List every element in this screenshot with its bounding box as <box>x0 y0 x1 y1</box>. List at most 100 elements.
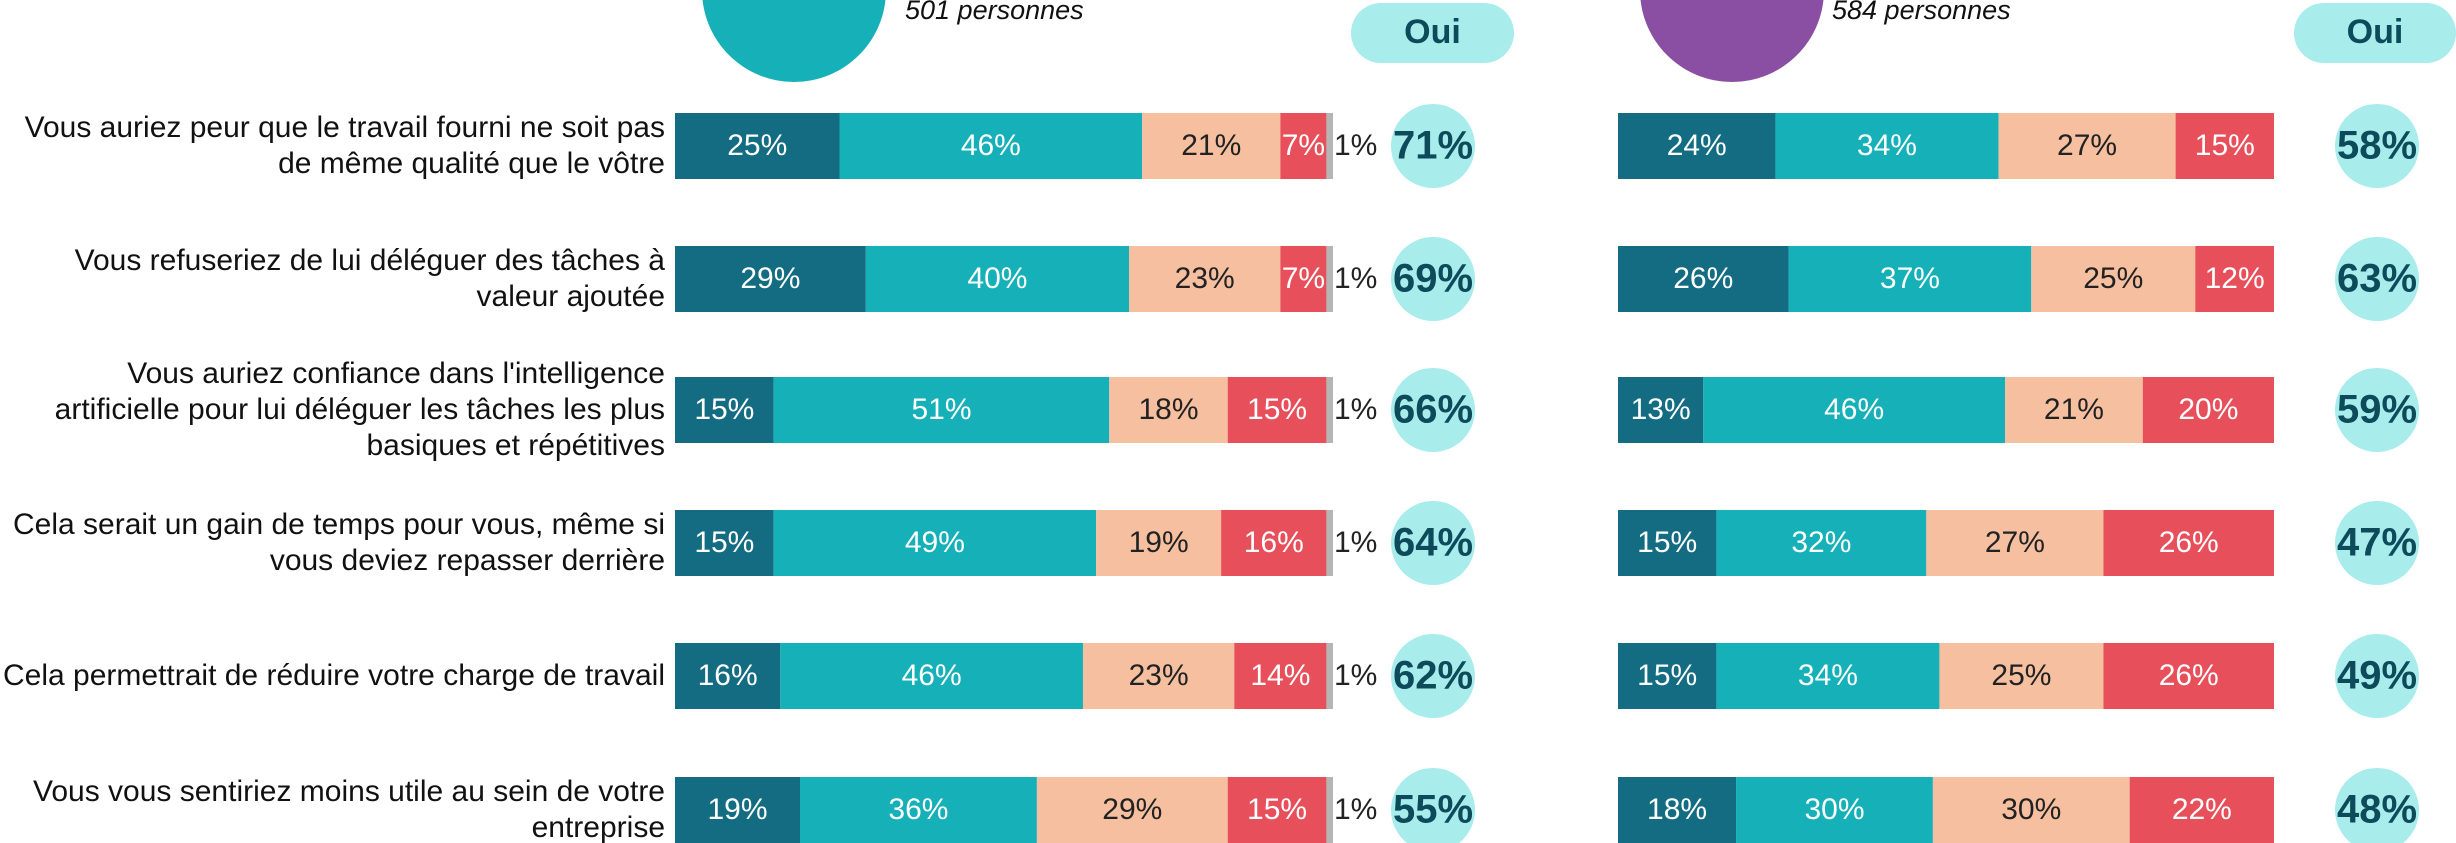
bar-segment <box>675 510 774 576</box>
bar-segment <box>1326 377 1333 443</box>
bar-segment <box>1082 643 1235 709</box>
bar-segment <box>1096 510 1222 576</box>
oui-header <box>1351 3 1514 63</box>
category-label: Vous auriez confiance dans l'intelligenc… <box>54 357 665 462</box>
bar-value-label: 32% <box>1791 526 1851 559</box>
bar-value-label: 7% <box>1282 129 1325 162</box>
bar-segment <box>1716 510 1927 576</box>
bar-value-label: 13% <box>1631 393 1691 426</box>
bar-value-label: 1% <box>1334 393 1377 426</box>
bar-value-label: 22% <box>2172 793 2232 826</box>
bar-segment <box>1221 510 1327 576</box>
bar-segment <box>1036 777 1228 843</box>
bar-segment <box>1788 246 2032 312</box>
bar-segment <box>1932 777 2130 843</box>
bar-segment <box>1703 377 2006 443</box>
bar-value-label: 15% <box>1637 659 1697 692</box>
bar-segment <box>1234 643 1327 709</box>
bar-segment <box>2175 113 2274 179</box>
bar-value-label: 15% <box>1637 526 1697 559</box>
bar-value-label: 34% <box>1857 129 1917 162</box>
bar-value-label: 46% <box>902 659 962 692</box>
oui-header-label: Oui <box>2347 13 2404 51</box>
bar-value-label: 40% <box>967 262 1027 295</box>
bar-value-label: 18% <box>1138 393 1198 426</box>
bar-value-label: 15% <box>2195 129 2255 162</box>
bar-value-label: 26% <box>2159 526 2219 559</box>
oui-value: 71% <box>1393 124 1473 168</box>
bar-value-label: 15% <box>694 393 754 426</box>
oui-header <box>2294 3 2456 63</box>
oui-value: 55% <box>1393 788 1473 832</box>
bar-segment <box>1716 643 1940 709</box>
bar-segment <box>1326 510 1333 576</box>
bar-value-label: 15% <box>1247 393 1307 426</box>
bar-segment <box>2142 377 2274 443</box>
bar-value-label: 1% <box>1334 793 1377 826</box>
oui-header-label: Oui <box>1404 13 1461 51</box>
bar-segment <box>1926 510 2104 576</box>
bar-value-label: 23% <box>1175 262 1235 295</box>
group-icon <box>702 0 886 82</box>
oui-value: 66% <box>1393 388 1473 432</box>
bar-segment <box>675 643 781 709</box>
bar-segment <box>675 377 774 443</box>
bar-value-label: 19% <box>1129 526 1189 559</box>
oui-value: 49% <box>2337 654 2417 698</box>
bar-value-label: 27% <box>2057 129 2117 162</box>
category-label: Cela permettrait de réduire votre charge… <box>3 659 665 692</box>
bar-segment <box>780 643 1083 709</box>
bar-segment <box>2195 246 2274 312</box>
bar-value-label: 7% <box>1282 262 1325 295</box>
bar-segment <box>1939 643 2104 709</box>
bar-value-label: 19% <box>707 793 767 826</box>
category-label: Vous auriez peur que le travail fourni n… <box>24 111 665 180</box>
bar-value-label: 16% <box>698 659 758 692</box>
oui-value: 58% <box>2337 124 2417 168</box>
oui-value: 47% <box>2337 521 2417 565</box>
oui-circle <box>2335 104 2419 188</box>
bar-segment <box>773 510 1097 576</box>
oui-circle <box>2335 501 2419 585</box>
oui-circle <box>2335 368 2419 452</box>
bar-value-label: 14% <box>1250 659 1310 692</box>
bar-value-label: 20% <box>2178 393 2238 426</box>
bar-segment <box>1326 643 1333 709</box>
oui-value: 64% <box>1393 521 1473 565</box>
bar-value-label: 34% <box>1798 659 1858 692</box>
group-icon <box>1640 0 1824 82</box>
oui-circle <box>1391 501 1475 585</box>
group-subtitle: 584 personnes <box>1832 0 2011 25</box>
bar-segment <box>1326 777 1333 843</box>
bar-value-label: 30% <box>1804 793 1864 826</box>
bar-segment <box>1618 643 1717 709</box>
oui-circle <box>1391 634 1475 718</box>
bar-segment <box>2005 377 2143 443</box>
bar-value-label: 15% <box>1247 793 1307 826</box>
bar-segment <box>2103 510 2274 576</box>
oui-circle <box>1391 368 1475 452</box>
oui-circle <box>2335 768 2419 843</box>
bar-value-label: 1% <box>1334 129 1377 162</box>
bar-segment <box>1998 113 2176 179</box>
category-label: Cela serait un gain de temps pour vous, … <box>13 508 665 577</box>
bar-segment <box>1326 246 1333 312</box>
bar-value-label: 25% <box>727 129 787 162</box>
bar-segment <box>1775 113 1999 179</box>
oui-value: 69% <box>1393 257 1473 301</box>
oui-circle <box>1391 768 1475 843</box>
bar-value-label: 16% <box>1244 526 1304 559</box>
bar-value-label: 26% <box>1673 262 1733 295</box>
oui-circle <box>1391 237 1475 321</box>
bar-value-label: 46% <box>1824 393 1884 426</box>
bar-segment <box>1618 510 1717 576</box>
bar-value-label: 26% <box>2159 659 2219 692</box>
oui-circle <box>2335 634 2419 718</box>
oui-value: 59% <box>2337 388 2417 432</box>
bar-segment <box>1280 113 1327 179</box>
group-subtitle: 501 personnes <box>905 0 1084 25</box>
oui-value: 63% <box>2337 257 2417 301</box>
bar-value-label: 23% <box>1129 659 1189 692</box>
bar-segment <box>1109 377 1228 443</box>
